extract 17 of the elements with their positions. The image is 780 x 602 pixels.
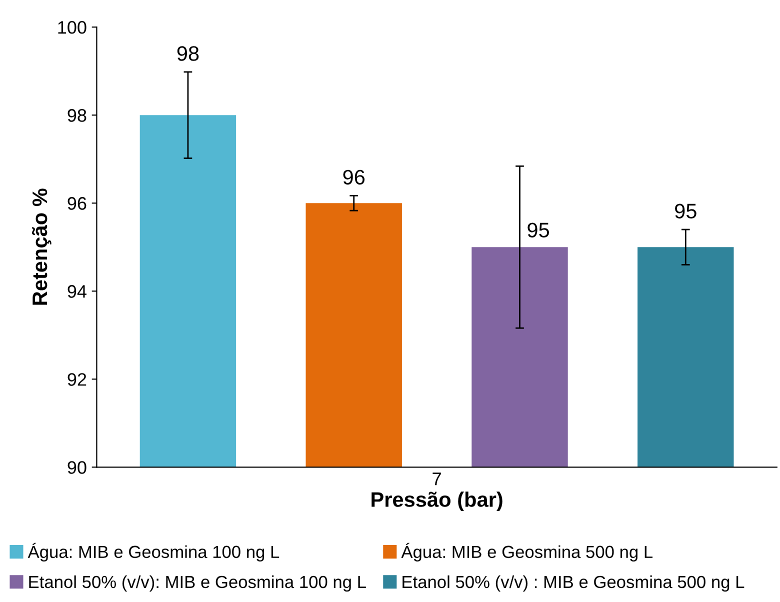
y-tick-label: 98 bbox=[68, 109, 86, 122]
data-label: 95 bbox=[675, 204, 696, 218]
legend-label: Etanol 50% (v/v): MIB e Geosmina 100 ng L bbox=[29, 575, 366, 592]
data-label: 96 bbox=[343, 170, 365, 185]
y-tick-label: 100 bbox=[58, 21, 86, 34]
y-tick-label: 94 bbox=[68, 285, 86, 298]
legend-label: Etanol 50% (v/v) : MIB e Geosmina 500 ng L bbox=[402, 575, 744, 592]
data-label: 98 bbox=[177, 46, 199, 61]
y-tick-label: 90 bbox=[68, 461, 86, 474]
y-tick-label: 96 bbox=[68, 197, 86, 210]
data-label: 95 bbox=[528, 222, 549, 238]
y-tick-label: 92 bbox=[68, 373, 86, 386]
y-axis-title: Retenção % bbox=[32, 188, 52, 305]
x-tick-label: 7 bbox=[432, 472, 441, 486]
x-axis-title: Pressão (bar) bbox=[372, 492, 502, 512]
legend-label: Água: MIB e Geosmina 100 ng L bbox=[28, 542, 280, 562]
legend-label: Água: MIB e Geosmina 500 ng L bbox=[401, 542, 653, 562]
